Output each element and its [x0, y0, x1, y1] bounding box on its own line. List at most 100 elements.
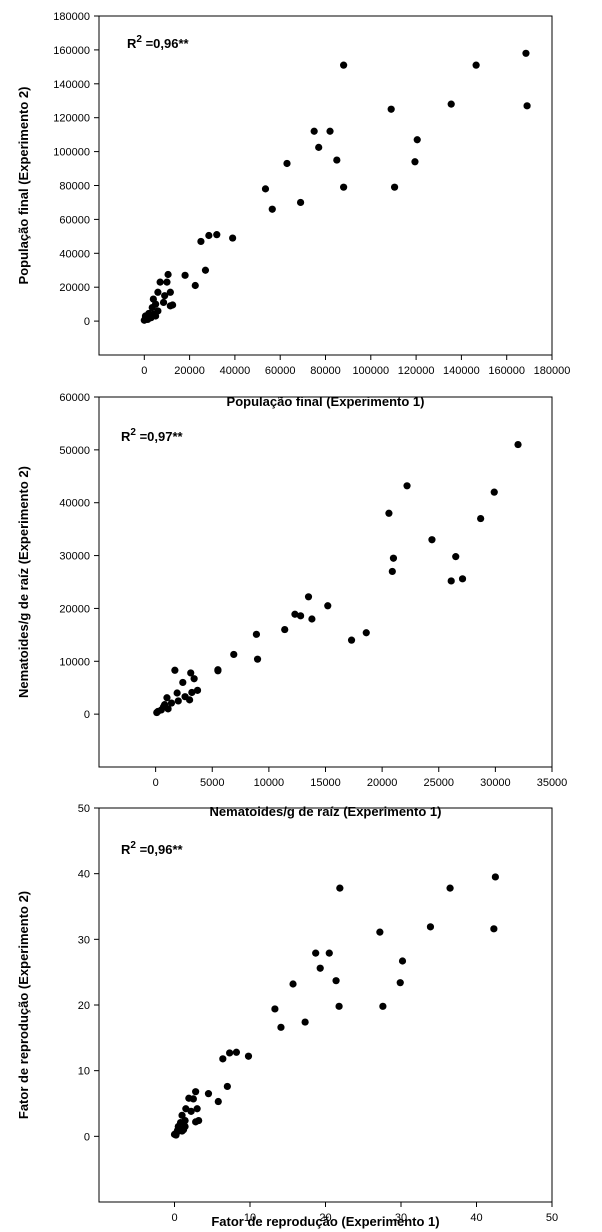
- y-tick-label: 20000: [59, 603, 90, 615]
- data-point: [458, 575, 467, 583]
- data-point: [522, 49, 530, 57]
- y-tick-label: 30000: [59, 551, 90, 563]
- data-point: [232, 1048, 241, 1056]
- data-point: [192, 1088, 200, 1096]
- r-squared-annotation: R2 =0,96**: [127, 34, 190, 51]
- x-tick-label: 0: [153, 777, 159, 789]
- data-point: [223, 1082, 231, 1091]
- data-point: [230, 650, 238, 659]
- y-tick-label: 30: [78, 934, 90, 946]
- data-point: [181, 271, 189, 279]
- y-tick-label: 50: [78, 803, 90, 815]
- data-point: [214, 1097, 222, 1106]
- data-point: [174, 1122, 182, 1131]
- data-point: [191, 281, 199, 290]
- data-point: [347, 636, 356, 644]
- data-point: [163, 694, 171, 702]
- data-point: [252, 630, 261, 638]
- data-point: [398, 957, 407, 965]
- data-point: [172, 1131, 180, 1139]
- data-point: [304, 593, 313, 601]
- x-tick-label: 10: [244, 1212, 256, 1224]
- data-point: [490, 488, 498, 496]
- y-tick-label: 20: [78, 1000, 90, 1012]
- data-point: [193, 1105, 201, 1113]
- data-point: [523, 102, 531, 110]
- y-tick-label: 160000: [53, 45, 90, 57]
- data-point: [161, 701, 169, 709]
- x-tick-label: 160000: [488, 365, 525, 377]
- y-tick-label: 40000: [59, 248, 90, 260]
- data-point: [187, 669, 195, 677]
- data-point: [244, 1052, 253, 1060]
- data-point: [385, 509, 393, 517]
- y-tick-label: 60000: [59, 214, 90, 226]
- annotation-base: R: [127, 36, 137, 51]
- y-tick-label: 140000: [53, 79, 90, 91]
- x-tick-label: 40: [470, 1212, 482, 1224]
- data-point: [340, 61, 348, 69]
- data-point: [390, 183, 399, 191]
- data-point: [154, 288, 162, 296]
- data-point: [403, 482, 411, 490]
- data-point: [283, 159, 291, 168]
- data-point: [389, 554, 398, 562]
- data-point: [315, 143, 323, 151]
- y-tick-label: 40: [78, 869, 90, 881]
- data-point: [289, 980, 297, 988]
- data-point: [173, 689, 181, 697]
- x-tick-label: 35000: [537, 777, 568, 789]
- y-axis-label: Nematoides/g de raíz (Experimento 2): [16, 466, 31, 698]
- data-point: [261, 185, 270, 193]
- data-point: [169, 301, 177, 309]
- x-axis-label: Nematoides/g de raíz (Experimento 1): [210, 804, 442, 819]
- data-point: [141, 312, 150, 320]
- annotation-superscript: 2: [136, 34, 142, 45]
- x-tick-label: 80000: [310, 365, 341, 377]
- data-point: [164, 270, 172, 279]
- data-point: [428, 536, 436, 544]
- data-point: [229, 234, 237, 242]
- data-point: [171, 666, 179, 674]
- r-squared-annotation: R2 =0,96**: [121, 840, 184, 857]
- data-point: [376, 928, 384, 936]
- annotation-value: =0,96**: [142, 36, 190, 51]
- data-point: [387, 105, 395, 113]
- data-point: [490, 925, 498, 933]
- data-point: [379, 1002, 387, 1010]
- data-point: [447, 577, 455, 585]
- x-tick-label: 0: [141, 365, 147, 377]
- plot-frame: [98, 807, 553, 1203]
- x-tick-label: 20: [319, 1212, 331, 1224]
- data-point: [411, 158, 419, 166]
- data-point: [413, 136, 421, 144]
- data-point: [226, 1049, 234, 1057]
- data-point: [326, 127, 334, 135]
- data-point: [167, 699, 176, 707]
- data-point: [491, 873, 499, 881]
- data-point: [179, 678, 187, 687]
- data-point: [166, 288, 174, 296]
- data-point: [179, 1126, 188, 1134]
- data-point: [201, 266, 210, 274]
- data-point: [156, 278, 164, 286]
- x-tick-label: 140000: [443, 365, 480, 377]
- data-point: [362, 629, 370, 637]
- y-axis-label: Fator de reprodução (Experimento 2): [16, 891, 31, 1119]
- y-tick-label: 120000: [53, 113, 90, 125]
- annotation-superscript: 2: [130, 840, 136, 851]
- data-point: [335, 1002, 343, 1010]
- x-tick-label: 25000: [423, 777, 454, 789]
- x-tick-label: 40000: [220, 365, 251, 377]
- data-point: [271, 1005, 279, 1013]
- data-point: [147, 314, 155, 322]
- annotation-superscript: 2: [130, 427, 136, 438]
- data-point: [205, 231, 213, 240]
- annotation-value: =0,97**: [136, 429, 184, 444]
- data-point: [426, 923, 435, 931]
- x-tick-label: 30: [395, 1212, 407, 1224]
- data-point: [189, 1095, 197, 1103]
- data-point: [325, 949, 333, 957]
- data-point: [312, 949, 320, 957]
- data-point: [291, 610, 299, 618]
